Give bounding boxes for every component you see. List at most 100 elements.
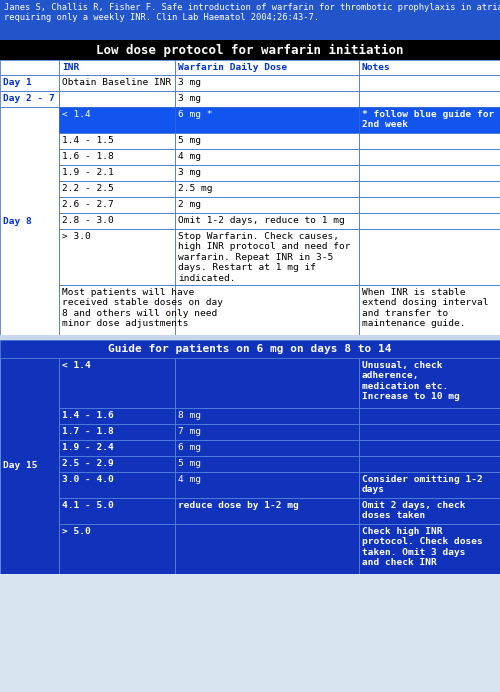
Bar [175, 149, 359, 165]
Text: Warfarin Daily Dose: Warfarin Daily Dose [178, 63, 287, 72]
Text: INR: INR [62, 63, 79, 72]
Bar [59, 524, 175, 574]
Bar [175, 440, 359, 456]
Bar [59, 424, 175, 440]
Text: 2.2 - 2.5: 2.2 - 2.5 [62, 184, 114, 193]
Bar [175, 197, 359, 213]
Text: 1.4 - 1.5: 1.4 - 1.5 [62, 136, 114, 145]
Bar [359, 107, 500, 133]
Bar [175, 91, 359, 107]
Text: Stop Warfarin. Check causes,
high INR protocol and need for
warfarin. Repeat INR: Stop Warfarin. Check causes, high INR pr… [178, 232, 350, 282]
Bar [175, 213, 359, 229]
Text: 6 mg *: 6 mg * [178, 110, 212, 119]
Bar [59, 456, 175, 472]
Bar [359, 456, 500, 472]
Bar [175, 456, 359, 472]
Bar [175, 408, 359, 424]
Text: 1.4 - 1.6: 1.4 - 1.6 [62, 411, 114, 420]
Text: 5 mg: 5 mg [178, 459, 201, 468]
Bar [175, 75, 359, 91]
Bar [175, 181, 359, 197]
Text: 1.6 - 1.8: 1.6 - 1.8 [62, 152, 114, 161]
Bar [0, 340, 500, 358]
Text: 1.9 - 2.4: 1.9 - 2.4 [62, 443, 114, 452]
Bar [59, 165, 175, 181]
Bar [59, 181, 175, 197]
Bar [59, 197, 175, 213]
Bar [0, 40, 500, 60]
Text: 2.6 - 2.7: 2.6 - 2.7 [62, 200, 114, 209]
Text: Omit 2 days, check
doses taken: Omit 2 days, check doses taken [362, 501, 466, 520]
Bar [359, 165, 500, 181]
Bar [59, 498, 175, 524]
Text: > 5.0: > 5.0 [62, 527, 91, 536]
Text: reduce dose by 1-2 mg: reduce dose by 1-2 mg [178, 501, 299, 510]
Text: Obtain Baseline INR: Obtain Baseline INR [62, 78, 171, 87]
Bar [175, 107, 359, 133]
Bar [359, 91, 500, 107]
Text: Day 2 - 7: Day 2 - 7 [3, 94, 55, 103]
Text: 2.5 mg: 2.5 mg [178, 184, 212, 193]
Bar [359, 472, 500, 498]
Bar [359, 133, 500, 149]
Text: Notes: Notes [362, 63, 391, 72]
Bar [175, 60, 359, 75]
Bar [359, 75, 500, 91]
Text: * follow blue guide for
2nd week: * follow blue guide for 2nd week [362, 110, 494, 129]
Text: 6 mg: 6 mg [178, 443, 201, 452]
Bar [175, 472, 359, 498]
Bar [359, 181, 500, 197]
Bar [59, 60, 175, 75]
Bar [59, 91, 175, 107]
Bar [0, 574, 500, 692]
Bar [359, 213, 500, 229]
Bar [359, 524, 500, 574]
Bar [359, 440, 500, 456]
Bar [0, 91, 59, 107]
Bar [59, 285, 175, 335]
Bar [59, 408, 175, 424]
Text: Unusual, check
adherence,
medication etc.
Increase to 10 mg: Unusual, check adherence, medication etc… [362, 361, 460, 401]
Bar [175, 165, 359, 181]
Text: Check high INR
protocol. Check doses
taken. Omit 3 days
and check INR: Check high INR protocol. Check doses tak… [362, 527, 483, 567]
Text: < 1.4: < 1.4 [62, 110, 91, 119]
Bar [359, 60, 500, 75]
Bar [175, 133, 359, 149]
Bar [59, 472, 175, 498]
Bar [175, 498, 359, 524]
Bar [175, 358, 359, 408]
Bar [0, 60, 59, 75]
Bar [359, 149, 500, 165]
Text: 5 mg: 5 mg [178, 136, 201, 145]
Text: < 1.4: < 1.4 [62, 361, 91, 370]
Text: 2 mg: 2 mg [178, 200, 201, 209]
Bar [59, 229, 175, 285]
Text: 3 mg: 3 mg [178, 94, 201, 103]
Bar [0, 335, 500, 340]
Bar [175, 285, 359, 335]
Bar [59, 107, 175, 133]
Bar [59, 358, 175, 408]
Bar [175, 424, 359, 440]
Bar [359, 424, 500, 440]
Text: > 3.0: > 3.0 [62, 232, 91, 241]
Text: Day 8: Day 8 [3, 217, 32, 226]
Text: 4 mg: 4 mg [178, 475, 201, 484]
Text: Day 15: Day 15 [3, 462, 37, 471]
Text: Low dose protocol for warfarin initiation: Low dose protocol for warfarin initiatio… [96, 44, 404, 57]
Bar [0, 358, 59, 574]
Bar [359, 197, 500, 213]
Bar [175, 524, 359, 574]
Bar [59, 133, 175, 149]
Bar [359, 358, 500, 408]
Text: Most patients will have
received stable doses on day
8 and others will only need: Most patients will have received stable … [62, 288, 223, 328]
Text: 8 mg: 8 mg [178, 411, 201, 420]
Bar [59, 75, 175, 91]
Text: Janes S, Challis R, Fisher F. Safe introduction of warfarin for thrombotic proph: Janes S, Challis R, Fisher F. Safe intro… [4, 3, 500, 22]
Text: When INR is stable
extend dosing interval
and transfer to
maintenance guide.: When INR is stable extend dosing interva… [362, 288, 488, 328]
Bar [0, 0, 500, 40]
Text: 7 mg: 7 mg [178, 427, 201, 436]
Bar [59, 213, 175, 229]
Text: 3.0 - 4.0: 3.0 - 4.0 [62, 475, 114, 484]
Text: Omit 1-2 days, reduce to 1 mg: Omit 1-2 days, reduce to 1 mg [178, 216, 345, 225]
